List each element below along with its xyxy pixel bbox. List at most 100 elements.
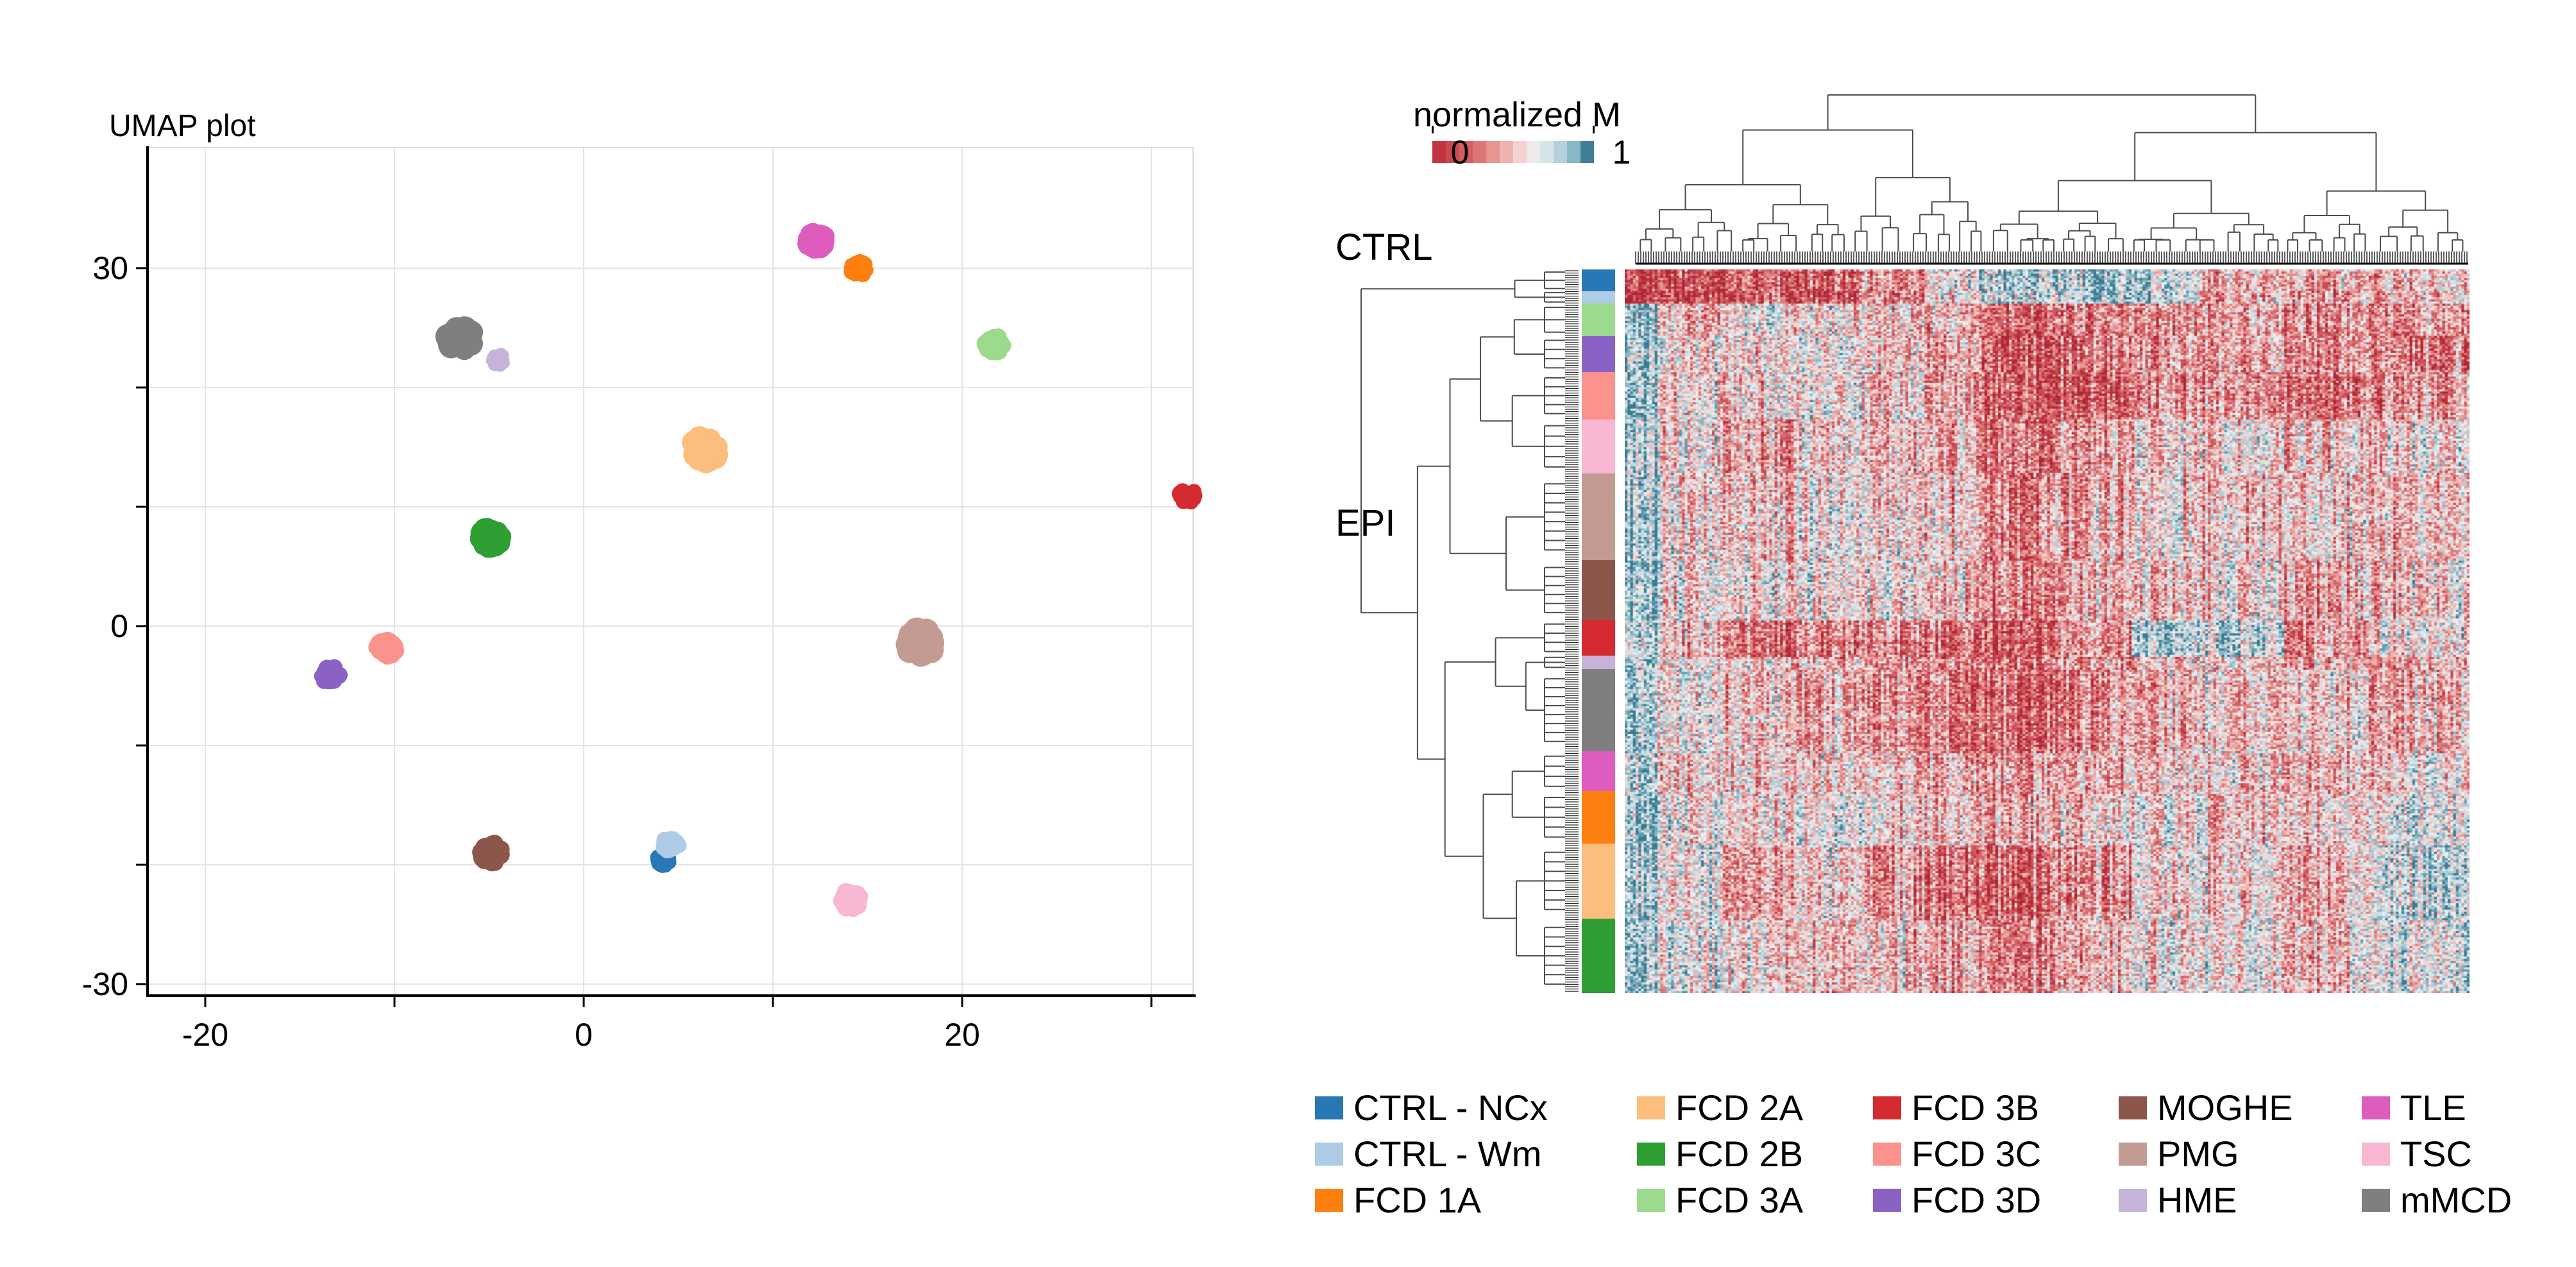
legend-item-fcd-1a: FCD 1A xyxy=(1315,1179,1481,1221)
legend-item-fcd-2a: FCD 2A xyxy=(1637,1087,1803,1128)
legend-item-fcd-3d: FCD 3D xyxy=(1873,1179,2041,1221)
row-annotation-tle xyxy=(1582,751,1615,792)
umap-cluster-fcd-3c xyxy=(368,631,405,665)
row-annotation-fcd-3b xyxy=(1582,619,1615,656)
legend-label: FCD 3B xyxy=(1911,1087,2040,1128)
umap-cluster-fcd-2a xyxy=(682,426,729,473)
legend-swatch xyxy=(1315,1096,1343,1119)
umap-cluster-fcd-1a xyxy=(843,254,874,282)
colorscale-tick-0: 0 xyxy=(1450,134,1470,171)
colorscale-title: normalized M xyxy=(1412,96,1622,134)
colorscale-segment-2 xyxy=(1459,141,1473,163)
colorscale-segment-8 xyxy=(1540,141,1554,163)
legend-item-pmg: PMG xyxy=(2119,1133,2239,1175)
row-annotation-hme xyxy=(1582,656,1615,669)
legend-item-ctrl-wm: CTRL - Wm xyxy=(1315,1133,1541,1175)
row-group-label-epi: EPI xyxy=(1335,502,1396,544)
row-group-label-ctrl: CTRL xyxy=(1335,226,1433,268)
row-annotation-pmg xyxy=(1582,473,1615,561)
legend-item-tle: TLE xyxy=(2362,1087,2466,1128)
legend-swatch xyxy=(1873,1142,1901,1166)
legend-swatch xyxy=(1637,1142,1665,1166)
colorscale-segment-7 xyxy=(1527,141,1540,163)
legend-swatch xyxy=(2119,1188,2147,1212)
legend-label: CTRL - Wm xyxy=(1353,1134,1542,1174)
legend-item-hme: HME xyxy=(2119,1179,2237,1221)
legend-label: CTRL - NCx xyxy=(1353,1087,1548,1128)
row-annotation-strip xyxy=(1582,269,1615,994)
legend-label: FCD 3C xyxy=(1911,1134,2042,1174)
umap-cluster-fcd-2b xyxy=(470,518,511,558)
row-annotation-moghe xyxy=(1582,560,1615,620)
legend-label: FCD 1A xyxy=(1353,1180,1482,1220)
legend-label: FCD 2B xyxy=(1675,1134,1804,1174)
legend-label: TSC xyxy=(2400,1134,2472,1174)
colorscale-segment-6 xyxy=(1513,141,1527,163)
colorscale-segment-10 xyxy=(1567,141,1580,163)
legend-swatch xyxy=(1315,1142,1343,1166)
legend-label: FCD 3D xyxy=(1911,1180,2042,1220)
row-dendrogram xyxy=(1360,270,1579,992)
umap-cluster-fcd-3a xyxy=(976,328,1012,361)
row-annotation-fcd-2b xyxy=(1582,918,1615,994)
umap-cluster-moghe xyxy=(472,835,510,872)
colorscale-segment-11 xyxy=(1580,141,1594,163)
umap-cluster-hme xyxy=(486,348,510,372)
colorscale-tick-1: 1 xyxy=(1612,134,1631,171)
x-tick-label: 0 xyxy=(575,1017,593,1053)
umap-cluster-tsc xyxy=(833,883,869,917)
colorscale-segment-9 xyxy=(1554,141,1567,163)
umap-cluster-mmcd xyxy=(435,316,484,361)
legend-item-moghe: MOGHE xyxy=(2119,1087,2293,1128)
legend-swatch xyxy=(2119,1142,2147,1166)
row-annotation-fcd-3c xyxy=(1582,372,1615,420)
row-annotation-fcd-2a xyxy=(1582,843,1615,919)
legend-swatch xyxy=(2119,1096,2147,1119)
colorscale-segment-4 xyxy=(1486,141,1500,163)
legend-label: mMCD xyxy=(2400,1180,2512,1220)
legend-swatch xyxy=(2362,1096,2390,1119)
legend-item-fcd-2b: FCD 2B xyxy=(1637,1133,1803,1175)
colorscale-segment-0 xyxy=(1432,141,1446,163)
umap-cluster-tle xyxy=(797,223,835,259)
legend-label: MOGHE xyxy=(2157,1087,2293,1128)
umap-title: UMAP plot xyxy=(109,109,256,143)
legend-item-mmcd: mMCD xyxy=(2362,1179,2512,1221)
legend-label: FCD 2A xyxy=(1675,1087,1804,1128)
legend-swatch xyxy=(1873,1188,1901,1212)
legend: CTRL - NCx CTRL - Wm FCD 1A FCD 2A FCD 2B FCD… xyxy=(1309,1071,2540,1238)
column-dendrogram xyxy=(1635,94,2468,265)
legend-label: TLE xyxy=(2400,1087,2466,1128)
colorscale: normalized M xyxy=(1379,95,1655,163)
colorscale-tick-0-mark xyxy=(1432,126,1434,133)
umap-cluster-fcd-3b xyxy=(1171,483,1203,510)
row-annotation-fcd-1a xyxy=(1582,791,1615,844)
row-annotation-ctrl-wm xyxy=(1582,291,1615,304)
legend-swatch xyxy=(1637,1096,1665,1119)
x-tick-label: 20 xyxy=(944,1017,980,1053)
legend-swatch xyxy=(1637,1188,1665,1212)
umap-cluster-fcd-3d xyxy=(314,659,348,690)
legend-item-fcd-3b: FCD 3B xyxy=(1873,1087,2039,1128)
legend-swatch xyxy=(1873,1096,1901,1119)
colorscale-segment-1 xyxy=(1446,141,1459,163)
colorscale-bar xyxy=(1432,141,1594,163)
y-tick-label: 0 xyxy=(110,608,128,644)
legend-item-fcd-3c: FCD 3C xyxy=(1873,1133,2041,1175)
legend-label: HME xyxy=(2157,1180,2237,1220)
row-annotation-fcd-3a xyxy=(1582,303,1615,336)
umap-cluster-ctrl-wm xyxy=(656,831,687,858)
legend-swatch xyxy=(2362,1142,2390,1166)
legend-swatch xyxy=(1315,1188,1343,1212)
row-annotation-tsc xyxy=(1582,419,1615,474)
legend-label: PMG xyxy=(2157,1134,2239,1174)
legend-swatch xyxy=(2362,1188,2390,1212)
legend-item-ctrl-ncx: CTRL - NCx xyxy=(1315,1087,1548,1128)
colorscale-tick-1-mark xyxy=(1593,126,1595,133)
umap-cluster-pmg xyxy=(895,617,945,667)
row-annotation-fcd-3d xyxy=(1582,336,1615,373)
legend-item-tsc: TSC xyxy=(2362,1133,2472,1175)
umap-plot: -20 0 20 30 0 -30 UMAP plot xyxy=(82,109,1203,1053)
y-tick-label: -30 xyxy=(82,966,128,1002)
